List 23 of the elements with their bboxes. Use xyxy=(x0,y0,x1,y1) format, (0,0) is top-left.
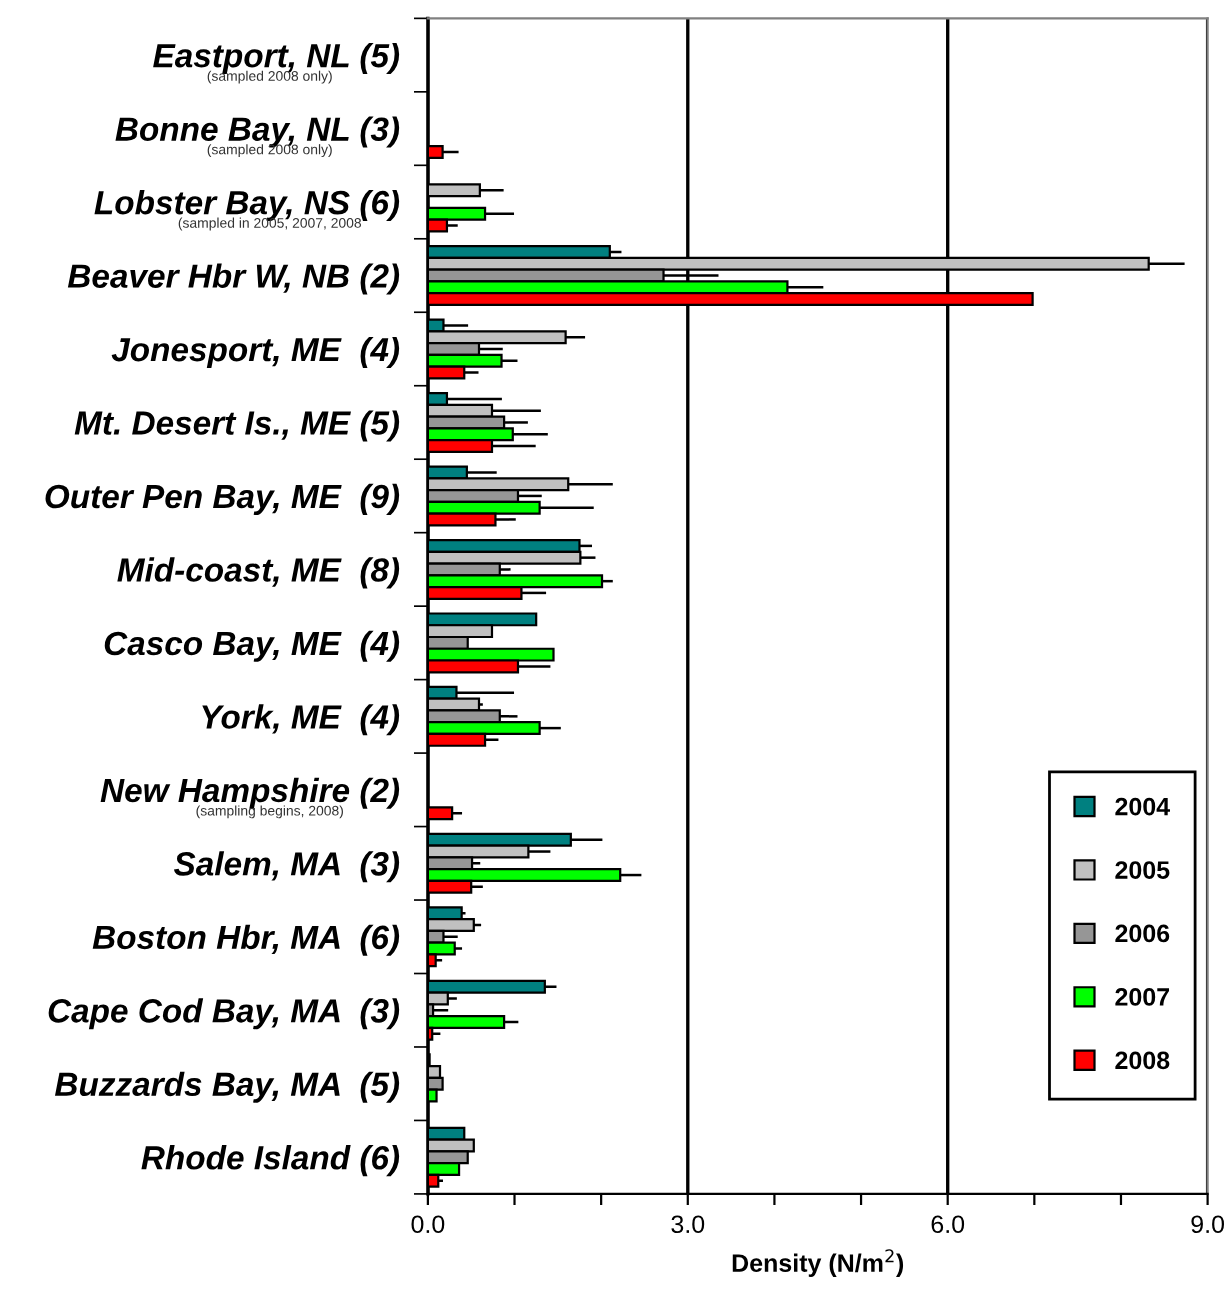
legend-label: 2008 xyxy=(1115,1051,1170,1070)
legend-label: 2004 xyxy=(1115,797,1170,816)
x-tick-label: 9.0 xyxy=(1191,1215,1225,1234)
legend-label: 2007 xyxy=(1115,988,1170,1006)
x-axis-title: Density (N/m$^{2}$) xyxy=(732,1249,904,1277)
legend-label: 2006 xyxy=(1115,924,1170,943)
y-tick-label: Casco Bay, ME (4) xyxy=(104,630,400,662)
y-tick-label: Boston Hbr, MA (6) xyxy=(92,924,400,956)
x-tick-label: 6.0 xyxy=(931,1215,965,1234)
x-tick-label: 0.0 xyxy=(411,1215,445,1234)
y-tick-label: Beaver Hbr W, NB (2) xyxy=(67,263,400,295)
y-tick-label: Outer Pen Bay, ME (9) xyxy=(45,483,400,515)
y-tick-label: Buzzards Bay, MA (5) xyxy=(54,1071,400,1103)
y-tick-label: Rhode Island (6) xyxy=(141,1145,400,1177)
y-tick-label: Mt. Desert Is., ME (5) xyxy=(74,410,400,442)
y-tick-label: York, ME (4) xyxy=(202,704,400,736)
y-tick-label: Mid-coast, ME (8) xyxy=(117,557,400,589)
y-tick-label: Salem, MA (3) xyxy=(173,851,400,883)
y-tick-label: Cape Cod Bay, MA (3) xyxy=(48,998,400,1030)
x-tick-label: 3.0 xyxy=(671,1215,705,1234)
y-tick-label: Jonesport, ME (4) xyxy=(111,336,400,368)
y-tick-label: New Hampshire (2) xyxy=(100,777,400,809)
legend-label: 2005 xyxy=(1115,861,1170,879)
